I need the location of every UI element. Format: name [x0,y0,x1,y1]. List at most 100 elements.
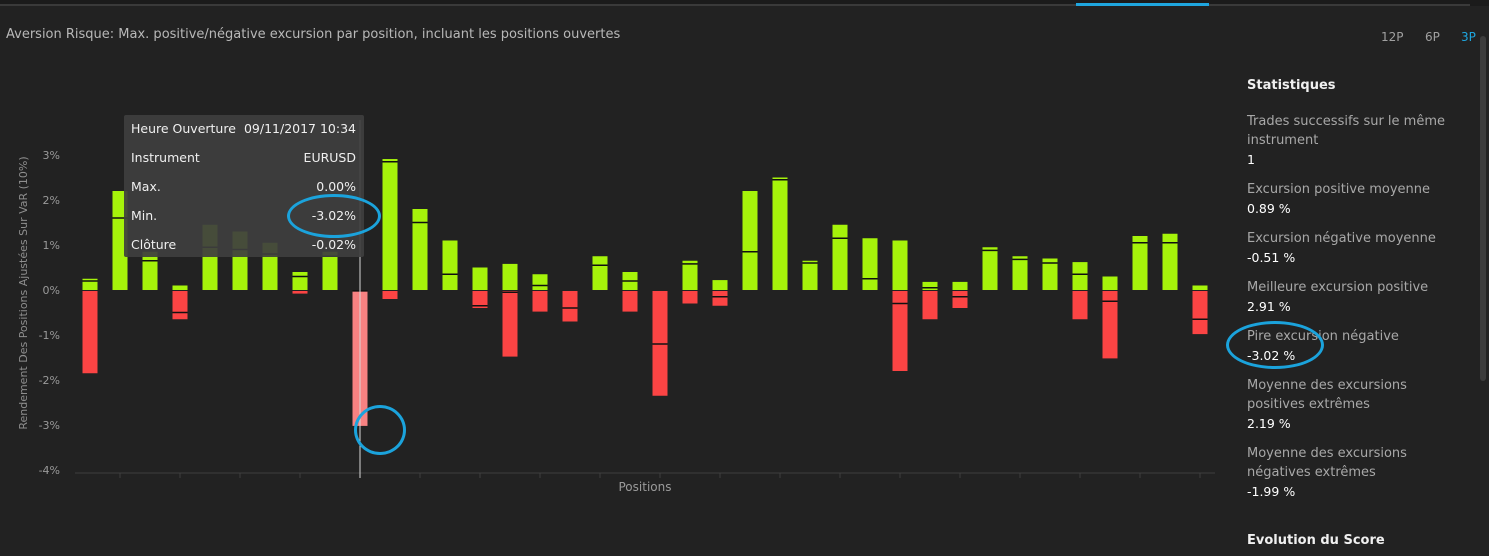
negative-excursion-bar [562,291,578,322]
stat-label: Trades successifs sur le même instrument [1247,114,1445,148]
tooltip-label: Clôture [131,237,177,252]
positive-excursion-bar [322,251,338,290]
stat-avg-negative-excursion: Excursion négative moyenne -0.51 % [1247,229,1447,267]
negative-excursion-bar [502,291,518,357]
stat-successive-trades: Trades successifs sur le même instrument… [1247,112,1447,169]
y-tick-label: -4% [39,464,60,477]
negative-excursion-bar [1102,291,1118,359]
negative-excursion-bar [682,291,698,304]
y-tick-label: 0% [43,284,60,297]
tooltip-label: Max. [131,179,161,194]
positive-excursion-bar [472,267,488,290]
stat-value: 0.89 % [1247,201,1291,216]
stat-label: Meilleure excursion positive [1247,280,1429,295]
stat-avg-extreme-positive: Moyenne des excursions positives extrême… [1247,376,1447,433]
positive-excursion-bar [772,177,788,290]
tooltip-value: -3.02% [311,208,356,223]
stat-label: Moyenne des excursions négatives extrême… [1247,446,1407,480]
positive-excursion-bar [1102,276,1118,290]
stat-avg-positive-excursion: Excursion positive moyenne 0.89 % [1247,180,1447,218]
tooltip-value: 0.00% [316,179,356,194]
stat-label: Excursion négative moyenne [1247,231,1436,246]
positive-excursion-bar [292,272,308,290]
positive-excursion-bar [742,191,758,290]
tooltip-row-instrument: Instrument EURUSD [131,150,356,168]
positive-excursion-bar [412,209,428,290]
positive-excursion-bar [832,224,848,290]
excursion-bar-chart: 3% 2% 1% 0% -1% -2% -3% -4% Rendement Des Positi… [17,120,1215,494]
tooltip-label: Instrument [131,150,200,165]
stat-value: -3.02 % [1247,348,1296,363]
tooltip-value: -0.02% [311,237,356,252]
stat-best-positive-excursion: Meilleure excursion positive 2.91 % [1247,278,1447,316]
positive-excursion-bar [892,240,908,290]
stat-worst-negative-excursion: Pire excursion négative -3.02 % [1247,327,1447,365]
stat-value: 1 [1247,152,1255,167]
positive-excursion-bar [1072,262,1088,290]
positive-excursion-bar [172,285,188,290]
positive-excursion-bar [982,247,998,290]
tooltip-row-max: Max. 0.00% [131,179,356,197]
positive-excursion-bar [682,260,698,290]
positive-excursion-bar [952,281,968,290]
y-tick-label: -2% [39,374,60,387]
active-tab-indicator [1076,3,1209,6]
period-3p-button[interactable]: 3P [1461,30,1476,44]
top-tab-bar [0,0,1489,6]
tooltip-value: EURUSD [303,150,356,165]
negative-excursion-bar [1192,291,1208,335]
negative-excursion-bar [532,291,548,312]
positive-excursion-bar [1132,236,1148,290]
positive-excursion-bar [1042,258,1058,290]
stat-label: Excursion positive moyenne [1247,182,1431,197]
positive-excursion-bar [922,281,938,290]
y-tick-label: -3% [39,419,60,432]
positive-excursion-bar [1012,256,1028,290]
positive-excursion-bar [532,274,548,290]
stat-value: 2.91 % [1247,299,1291,314]
negative-excursion-bar [472,291,488,308]
stat-value: 2.19 % [1247,416,1291,431]
tooltip-label: Heure Ouverture [131,121,236,136]
stat-value: -1.99 % [1247,484,1296,499]
positive-excursion-bar [442,240,458,290]
positive-excursion-bar [82,278,98,290]
y-tick-label: -1% [39,329,60,342]
negative-excursion-bar [922,291,938,320]
positive-excursion-bar [112,191,128,290]
tooltip-row-close: Clôture -0.02% [131,237,356,255]
positive-excursion-bar [592,256,608,290]
negative-excursion-bar [172,291,188,320]
statistics-panel: Statistiques Trades successifs sur le mê… [1247,78,1447,499]
positive-excursion-bar [802,260,818,290]
y-tick-label: 3% [43,149,60,162]
negative-excursion-bar [292,291,308,294]
positive-excursion-bar [382,159,398,290]
x-axis-title: Positions [619,480,672,494]
stat-label: Pire excursion négative [1247,329,1399,344]
positive-excursion-bar [1192,285,1208,290]
stat-avg-extreme-negative: Moyenne des excursions négatives extrême… [1247,444,1447,501]
stat-label: Moyenne des excursions positives extrême… [1247,378,1407,412]
tooltip-label: Min. [131,208,158,223]
tooltip-row-min: Min. -3.02% [131,208,356,226]
negative-excursion-bar [82,291,98,374]
positive-excursion-bar [862,238,878,290]
positive-excursion-bar [502,263,518,290]
positive-excursion-bar [712,280,728,290]
y-tick-label: 2% [43,194,60,207]
chart-title: Aversion Risque: Max. positive/négative … [6,27,621,42]
score-evolution-title: Evolution du Score [1247,533,1385,548]
positive-excursion-bar [1162,233,1178,290]
negative-excursion-bar [892,291,908,371]
period-12p-button[interactable]: 12P [1381,30,1404,44]
stat-value: -0.51 % [1247,250,1296,265]
scrollbar-thumb[interactable] [1480,36,1486,381]
negative-excursion-bar [622,291,638,312]
statistics-title: Statistiques [1247,78,1336,93]
positive-excursion-bar [142,251,158,290]
period-6p-button[interactable]: 6P [1425,30,1440,44]
negative-excursion-bar [1072,291,1088,320]
negative-excursion-bar [382,291,398,299]
tooltip-row-open-time: Heure Ouverture 09/11/2017 10:34 [131,121,356,139]
